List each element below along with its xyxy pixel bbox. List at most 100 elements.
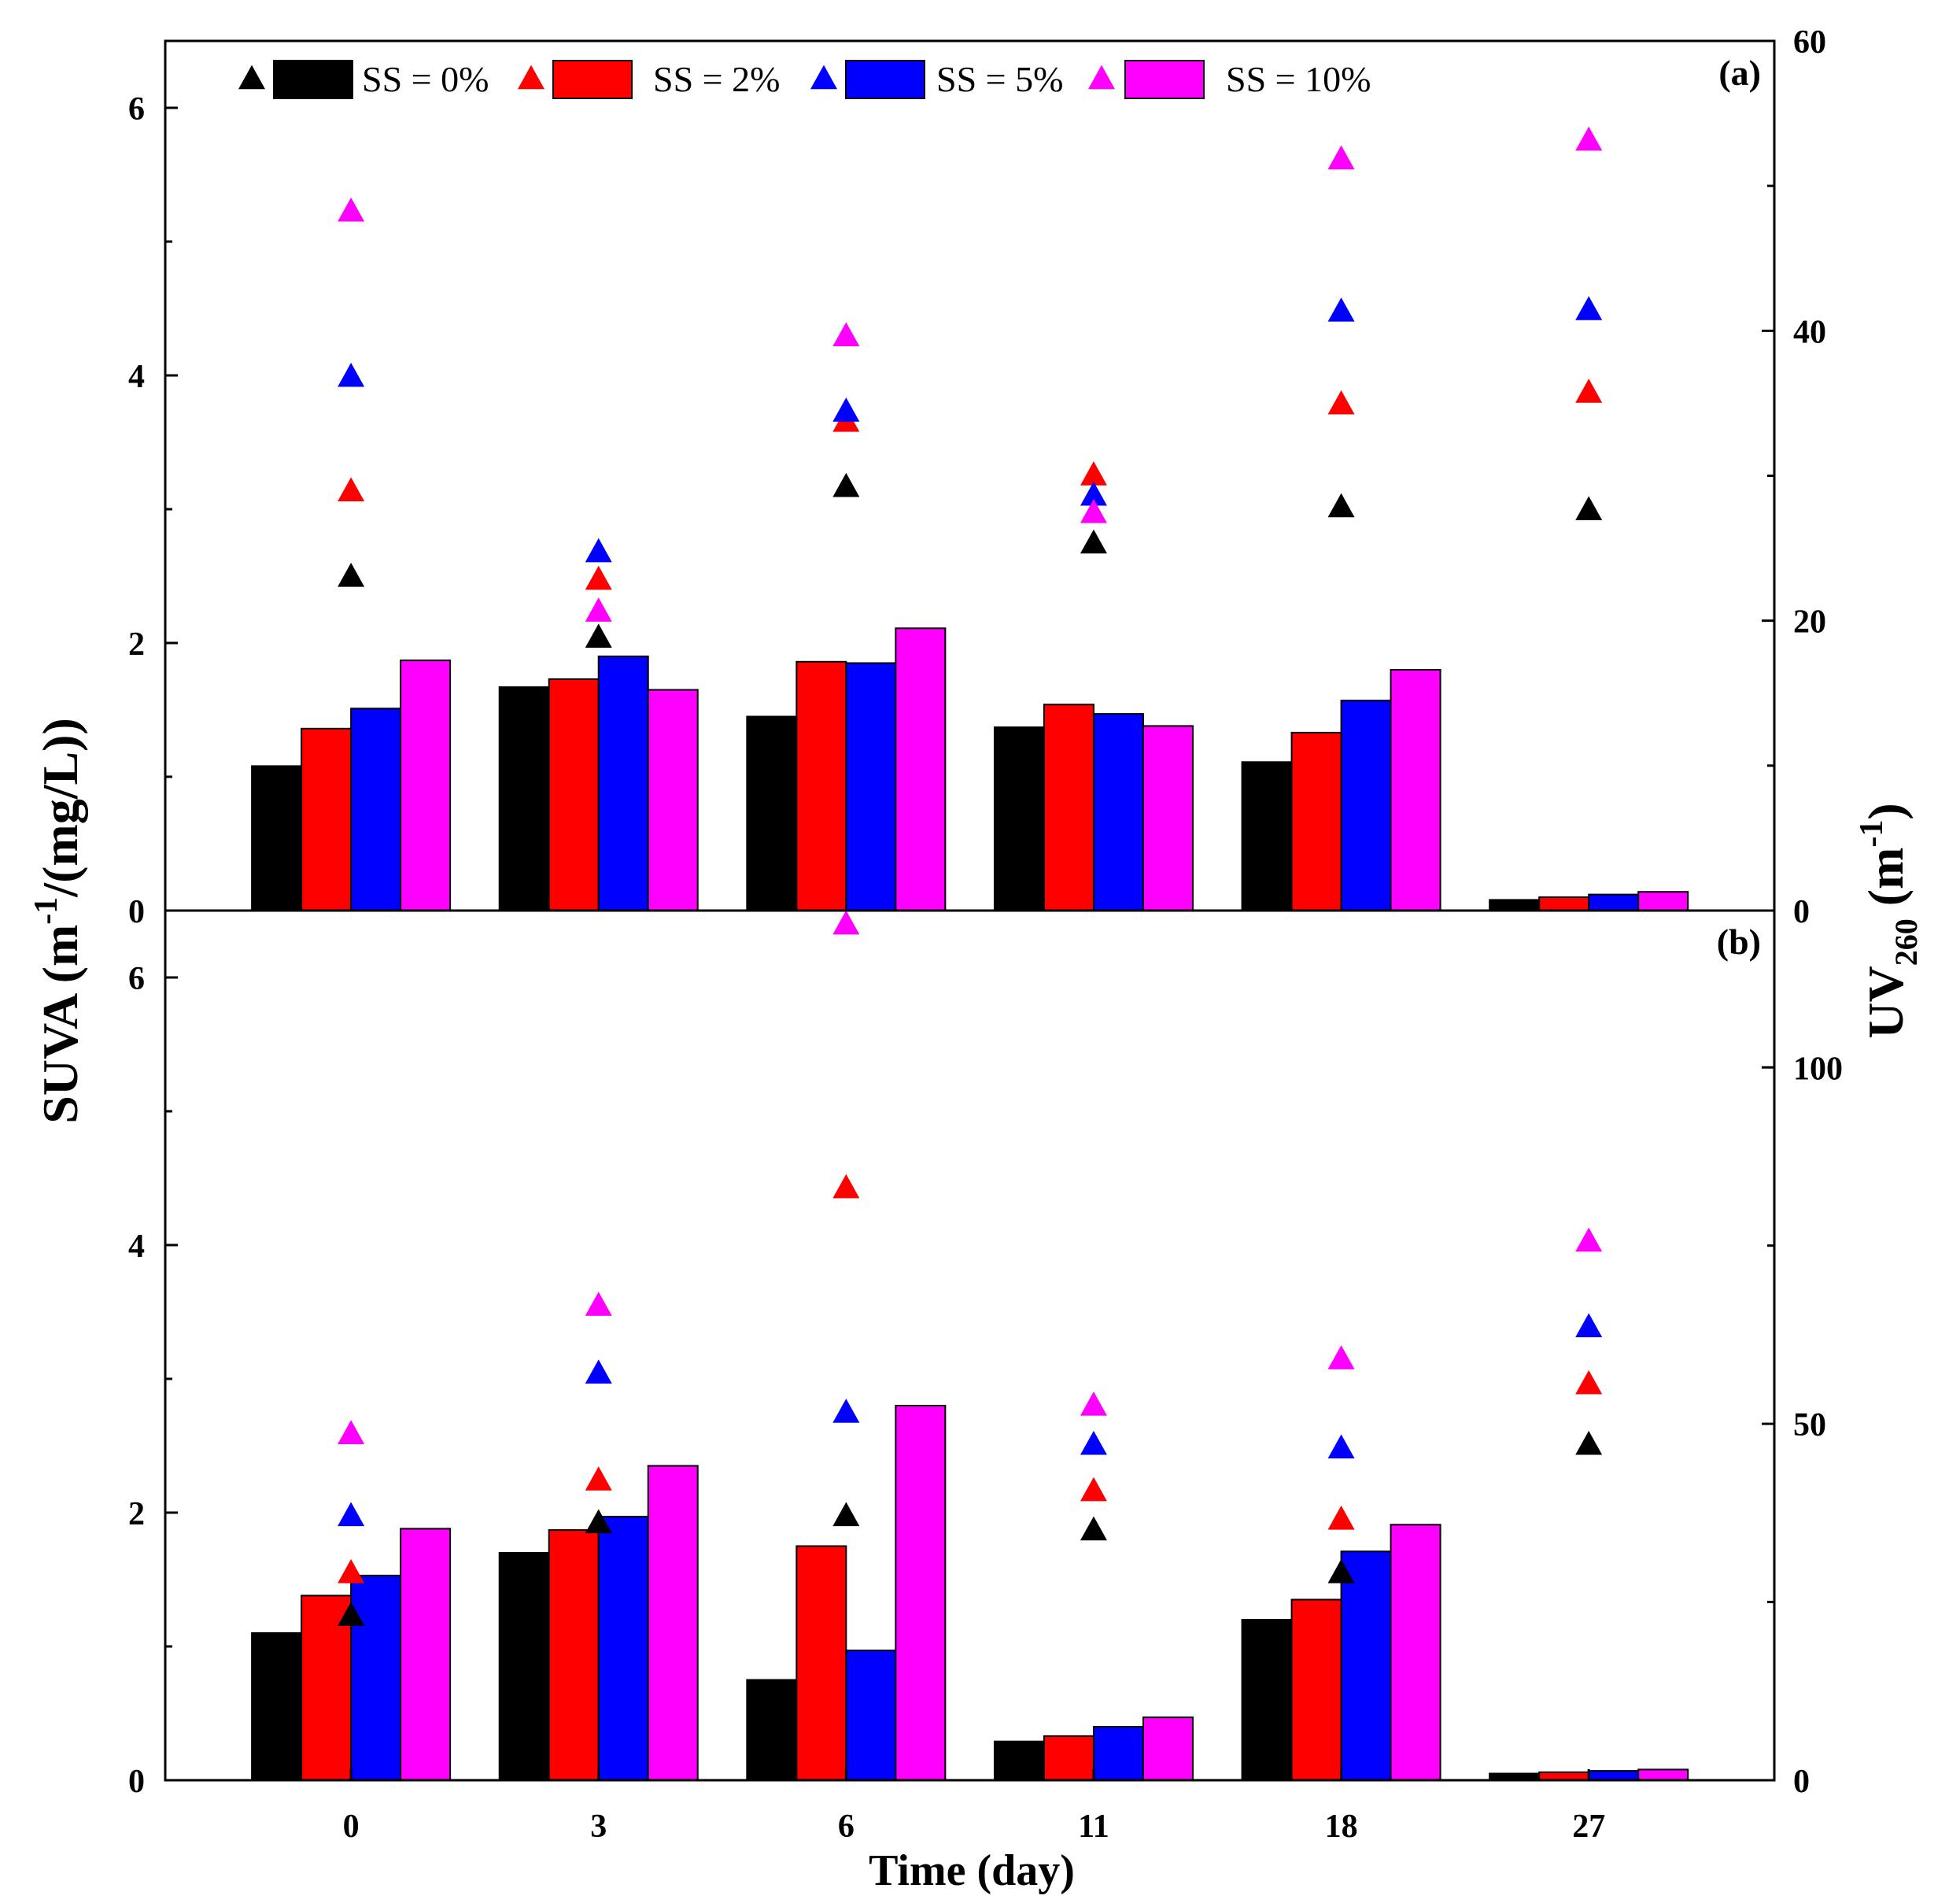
marker-b-2pct-day11 [1080,1476,1107,1502]
legend-label-ss0: SS = 0% [362,59,489,99]
bar-b-10pct-day0 [400,1528,452,1782]
legend-marker-10pct [1088,65,1115,90]
legend-marker-2pct [518,65,544,90]
bar-a-10pct-day3 [647,689,699,911]
bar-a-2pct-day18 [1290,731,1342,912]
bar-a-5pct-day0 [350,708,402,911]
marker-b-5pct-day11 [1080,1430,1107,1455]
marker-a-10pct-day0 [338,197,365,222]
marker-a-5pct-day0 [338,362,365,387]
bar-a-10pct-day27 [1637,891,1689,911]
bar-a-10pct-day18 [1390,669,1441,911]
bar-a-5pct-day11 [1092,713,1144,911]
bar-b-10pct-day18 [1390,1524,1441,1782]
marker-b-2pct-day18 [1327,1506,1355,1530]
panel-label-b: (b) [1717,922,1761,962]
marker-a-5pct-day11 [1080,481,1107,506]
y-left-tick-label: 4 [128,1229,145,1265]
bar-b-2pct-day3 [548,1529,600,1781]
legend-swatch-2pct [552,60,633,99]
bar-b-10pct-day3 [647,1465,699,1781]
bar-b-5pct-day0 [350,1574,402,1782]
marker-a-2pct-day3 [585,565,612,590]
marker-b-0pct-day3 [585,1509,612,1534]
marker-a-0pct-day18 [1327,493,1355,518]
bar-b-0pct-day11 [993,1740,1045,1781]
bar-a-0pct-day11 [993,726,1045,911]
marker-a-0pct-day3 [585,623,612,648]
marker-b-0pct-day27 [1575,1430,1603,1455]
bar-b-10pct-day27 [1637,1768,1689,1781]
y-left-tick-label: 0 [128,894,145,930]
marker-b-10pct-day27 [1575,1227,1603,1252]
bar-a-0pct-day27 [1489,899,1541,912]
marker-a-2pct-day11 [1080,461,1107,486]
legend-marker-0pct [238,65,265,90]
marker-b-5pct-day18 [1327,1434,1355,1459]
bar-a-5pct-day18 [1340,700,1392,911]
marker-b-0pct-day18 [1327,1558,1355,1583]
y-axis-right-title: UV260 (m-1) [1854,803,1924,1038]
marker-a-2pct-day27 [1575,379,1603,403]
x-tick-label: 3 [590,1809,607,1845]
bar-a-0pct-day6 [746,715,798,911]
marker-a-2pct-day18 [1327,390,1355,415]
marker-b-5pct-day0 [338,1502,365,1527]
y-right-tick-label: 20 [1793,604,1826,641]
marker-b-0pct-day6 [832,1502,860,1527]
marker-b-10pct-day11 [1080,1391,1107,1416]
bar-b-2pct-day27 [1538,1771,1590,1782]
y-right-tick-label: 0 [1793,1764,1810,1800]
bar-a-0pct-day18 [1241,761,1293,911]
marker-a-0pct-day27 [1575,496,1603,520]
bar-a-2pct-day6 [795,660,847,911]
marker-a-5pct-day27 [1575,296,1603,320]
bar-a-2pct-day3 [548,678,600,912]
marker-a-10pct-day6 [832,322,860,346]
bar-b-5pct-day18 [1340,1550,1392,1782]
bar-b-10pct-day11 [1142,1716,1194,1782]
bar-b-5pct-day11 [1092,1726,1144,1781]
bar-b-0pct-day6 [746,1679,798,1781]
panel-label-a: (a) [1718,53,1761,93]
bar-b-5pct-day6 [845,1650,897,1782]
y-left-tick-label: 2 [128,626,145,663]
marker-a-2pct-day0 [338,477,365,501]
marker-b-10pct-day6 [832,910,860,935]
marker-a-10pct-day11 [1080,499,1107,523]
plot-frame [164,909,1776,1782]
legend-swatch-5pct [845,60,925,99]
bar-a-5pct-day6 [845,662,897,911]
y-right-tick-label: 100 [1793,1051,1843,1087]
marker-a-0pct-day0 [338,563,365,587]
bar-b-5pct-day27 [1588,1770,1640,1782]
legend: SS = 0% SS = 2% SS = 5% SS = 10% [362,59,1371,99]
x-axis-title: Time (day) [869,1846,1075,1895]
marker-b-5pct-day6 [832,1399,860,1423]
y-axis-left-title: SUVA (m-1/(mg/L)) [28,718,88,1124]
y-right-tick-label: 0 [1793,894,1810,930]
bar-a-10pct-day0 [400,660,452,911]
y-right-tick-label: 60 [1793,24,1826,61]
legend-label-ss10: SS = 10% [1226,59,1371,99]
bar-b-0pct-day0 [251,1632,303,1781]
marker-a-5pct-day3 [585,538,612,563]
legend-label-ss5: SS = 5% [936,59,1063,99]
bar-b-0pct-day3 [498,1552,550,1781]
marker-a-10pct-day3 [585,597,612,622]
x-tick-label: 6 [838,1809,855,1845]
y-left-tick-label: 0 [128,1764,145,1800]
bar-a-2pct-day0 [301,727,353,911]
bar-b-2pct-day11 [1043,1735,1094,1781]
marker-b-0pct-day0 [338,1602,365,1626]
marker-b-10pct-day3 [585,1291,612,1316]
marker-a-5pct-day18 [1327,297,1355,322]
x-tick-label: 11 [1078,1809,1109,1845]
bar-b-5pct-day3 [597,1516,649,1781]
y-right-tick-label: 40 [1793,314,1826,350]
marker-b-5pct-day27 [1575,1313,1603,1338]
marker-b-5pct-day3 [585,1359,612,1384]
bar-b-2pct-day18 [1290,1598,1342,1781]
